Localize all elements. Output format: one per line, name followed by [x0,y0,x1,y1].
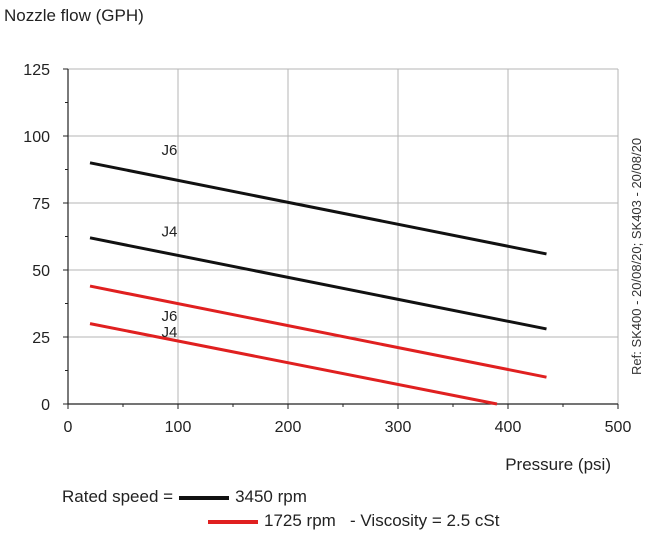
chart-tick-labels: 0 25 50 75 100 125 0 100 200 300 400 500 [23,62,631,436]
y-tick-label: 50 [32,263,50,280]
series-label-j4: J4 [162,324,178,341]
chart-series [89,161,547,406]
y-tick-label: 75 [32,196,50,213]
series-label-j6: J6 [162,142,178,159]
legend-row-high-speed: Rated speed = 3450 rpm [62,485,499,509]
x-tick-label: 300 [385,419,412,436]
y-axis-title: Nozzle flow (GPH) [4,6,144,25]
x-tick-label: 200 [275,419,302,436]
y-tick-label: 125 [23,62,50,79]
series-line-j6-3450-rpm [89,161,547,256]
series-label-j4: J4 [162,224,178,241]
chart-grid [68,68,619,404]
legend: Rated speed = 3450 rpm 1725 rpm - Viscosi… [62,485,499,533]
x-tick-label: 0 [64,419,73,436]
series-line-j6-1725-rpm [89,284,547,379]
legend-swatch-black [179,495,230,500]
x-axis-title: Pressure (psi) [505,455,611,474]
series-line-j4-1725-rpm [89,322,498,406]
y-tick-label: 25 [32,330,50,347]
legend-high-speed: 3450 rpm [235,487,307,506]
y-tick-label: 0 [41,397,50,414]
legend-viscosity-note: - Viscosity = 2.5 cSt [350,511,500,530]
x-tick-label: 500 [605,419,632,436]
series-line-j4-3450-rpm [89,236,547,331]
legend-swatch-red [208,519,258,524]
legend-row-low-speed: 1725 rpm - Viscosity = 2.5 cSt [62,509,499,533]
legend-rated-speed-label: Rated speed = [62,487,174,506]
y-tick-label: 100 [23,129,50,146]
x-tick-label: 400 [495,419,522,436]
side-reference-text: Ref: SK400 - 20/08/20; SK403 - 20/08/20 [629,137,644,375]
legend-low-speed: 1725 rpm [264,511,336,530]
x-tick-label: 100 [165,419,192,436]
chart-axes [63,68,619,409]
series-label-j6: J6 [162,308,178,325]
